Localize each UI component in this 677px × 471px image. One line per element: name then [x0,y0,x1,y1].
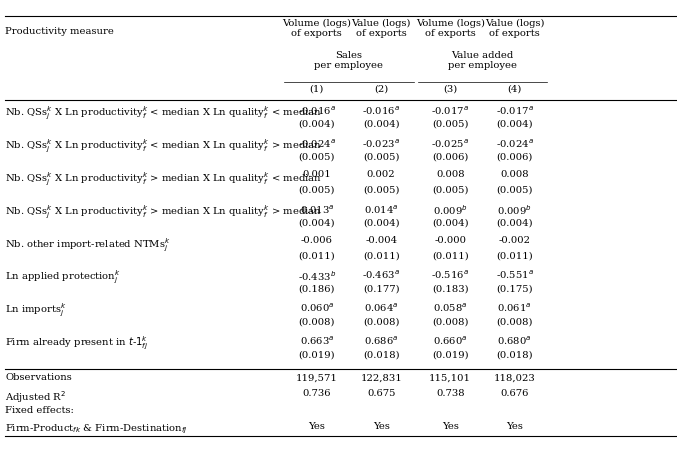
Text: 0.014$^a$: 0.014$^a$ [364,203,399,216]
Text: 0.002: 0.002 [367,170,395,179]
Text: Firm already present in $t$-$1_{fj}^k$: Firm already present in $t$-$1_{fj}^k$ [5,335,149,352]
Text: -0.016$^a$: -0.016$^a$ [362,104,400,117]
Text: 122,831: 122,831 [360,373,402,382]
Text: 0.061$^a$: 0.061$^a$ [497,302,532,315]
Text: Value (logs)
of exports: Value (logs) of exports [485,19,544,38]
Text: 115,101: 115,101 [429,373,471,382]
Text: 0.058$^a$: 0.058$^a$ [433,302,468,315]
Text: (0.005): (0.005) [363,186,399,195]
Text: -0.463$^a$: -0.463$^a$ [362,269,400,282]
Text: Fixed effects:: Fixed effects: [5,406,74,415]
Text: (0.004): (0.004) [363,219,399,227]
Text: (0.019): (0.019) [299,350,335,359]
Text: (0.175): (0.175) [496,284,533,293]
Text: -0.004: -0.004 [365,236,397,245]
Text: (0.008): (0.008) [496,317,533,326]
Text: -0.002: -0.002 [498,236,531,245]
Text: 118,023: 118,023 [494,373,536,382]
Text: (0.004): (0.004) [299,120,335,129]
Text: -0.006: -0.006 [301,236,333,245]
Text: Productivity measure: Productivity measure [5,27,114,36]
Text: Yes: Yes [442,422,458,431]
Text: 0.680$^a$: 0.680$^a$ [497,335,532,348]
Text: -0.551$^a$: -0.551$^a$ [496,269,533,282]
Text: Volume (logs)
of exports: Volume (logs) of exports [282,19,351,38]
Text: -0.016$^a$: -0.016$^a$ [298,104,336,117]
Text: 0.675: 0.675 [367,390,395,398]
Text: (0.006): (0.006) [496,153,533,162]
Text: -0.433$^b$: -0.433$^b$ [298,269,336,283]
Text: (1): (1) [309,84,324,93]
Text: (3): (3) [443,84,458,93]
Text: -0.024$^a$: -0.024$^a$ [496,137,533,150]
Text: 0.686$^a$: 0.686$^a$ [364,335,399,348]
Text: Adjusted R$^2$: Adjusted R$^2$ [5,390,66,405]
Text: -0.516$^a$: -0.516$^a$ [431,269,469,282]
Text: Value (logs)
of exports: Value (logs) of exports [351,19,411,38]
Text: -0.017$^a$: -0.017$^a$ [431,104,469,117]
Text: -0.017$^a$: -0.017$^a$ [496,104,533,117]
Text: (0.008): (0.008) [363,317,399,326]
Text: Nb. QSs$_j^k$ X Ln productivity$_f^k$ > median X Ln quality$_f^k$ > median: Nb. QSs$_j^k$ X Ln productivity$_f^k$ > … [5,203,322,220]
Text: (0.008): (0.008) [432,317,468,326]
Text: (0.019): (0.019) [432,350,468,359]
Text: Sales
per employee: Sales per employee [314,51,383,70]
Text: (0.004): (0.004) [496,219,533,227]
Text: (0.005): (0.005) [299,186,335,195]
Text: Ln applied protection$_j^k$: Ln applied protection$_j^k$ [5,269,121,286]
Text: -0.023$^a$: -0.023$^a$ [362,137,400,150]
Text: 0.008: 0.008 [500,170,529,179]
Text: Value added
per employee: Value added per employee [447,51,517,70]
Text: (0.004): (0.004) [432,219,468,227]
Text: Firm-Product$_{fk}$ & Firm-Destination$_{fj}$: Firm-Product$_{fk}$ & Firm-Destination$_… [5,422,188,436]
Text: 0.738: 0.738 [436,390,464,398]
Text: (0.005): (0.005) [432,120,468,129]
Text: Nb. QSs$_j^k$ X Ln productivity$_f^k$ > median X Ln quality$_f^k$ < median: Nb. QSs$_j^k$ X Ln productivity$_f^k$ > … [5,170,322,187]
Text: 0.676: 0.676 [500,390,529,398]
Text: (0.011): (0.011) [432,252,468,260]
Text: Yes: Yes [506,422,523,431]
Text: -0.000: -0.000 [434,236,466,245]
Text: Ln imports$_j^k$: Ln imports$_j^k$ [5,302,67,319]
Text: (0.004): (0.004) [299,219,335,227]
Text: -0.024$^a$: -0.024$^a$ [298,137,336,150]
Text: 0.001: 0.001 [303,170,331,179]
Text: 0.660$^a$: 0.660$^a$ [433,335,467,348]
Text: (0.005): (0.005) [496,186,533,195]
Text: 0.060$^a$: 0.060$^a$ [299,302,334,315]
Text: (0.005): (0.005) [299,153,335,162]
Text: (0.005): (0.005) [363,153,399,162]
Text: Volume (logs)
of exports: Volume (logs) of exports [416,19,485,38]
Text: (0.008): (0.008) [299,317,335,326]
Text: 0.736: 0.736 [303,390,331,398]
Text: 0.009$^b$: 0.009$^b$ [433,203,468,217]
Text: (2): (2) [374,84,389,93]
Text: Yes: Yes [309,422,325,431]
Text: Observations: Observations [5,373,72,382]
Text: (4): (4) [507,84,522,93]
Text: (0.177): (0.177) [363,284,399,293]
Text: (0.018): (0.018) [363,350,399,359]
Text: 0.009$^b$: 0.009$^b$ [497,203,532,217]
Text: 0.013$^a$: 0.013$^a$ [299,203,334,216]
Text: Yes: Yes [373,422,389,431]
Text: Nb. QSs$_j^k$ X Ln productivity$_f^k$ < median X Ln quality$_f^k$ < median: Nb. QSs$_j^k$ X Ln productivity$_f^k$ < … [5,104,322,122]
Text: (0.004): (0.004) [496,120,533,129]
Text: 0.008: 0.008 [436,170,464,179]
Text: 0.663$^a$: 0.663$^a$ [300,335,334,348]
Text: 119,571: 119,571 [296,373,338,382]
Text: Nb. other import-related NTMs$_j^k$: Nb. other import-related NTMs$_j^k$ [5,236,171,253]
Text: (0.011): (0.011) [299,252,335,260]
Text: (0.183): (0.183) [432,284,468,293]
Text: -0.025$^a$: -0.025$^a$ [431,137,469,150]
Text: (0.011): (0.011) [363,252,399,260]
Text: (0.004): (0.004) [363,120,399,129]
Text: (0.018): (0.018) [496,350,533,359]
Text: (0.186): (0.186) [299,284,335,293]
Text: (0.005): (0.005) [432,186,468,195]
Text: 0.064$^a$: 0.064$^a$ [364,302,399,315]
Text: (0.011): (0.011) [496,252,533,260]
Text: Nb. QSs$_j^k$ X Ln productivity$_f^k$ < median X Ln quality$_f^k$ > median: Nb. QSs$_j^k$ X Ln productivity$_f^k$ < … [5,137,322,154]
Text: (0.006): (0.006) [432,153,468,162]
